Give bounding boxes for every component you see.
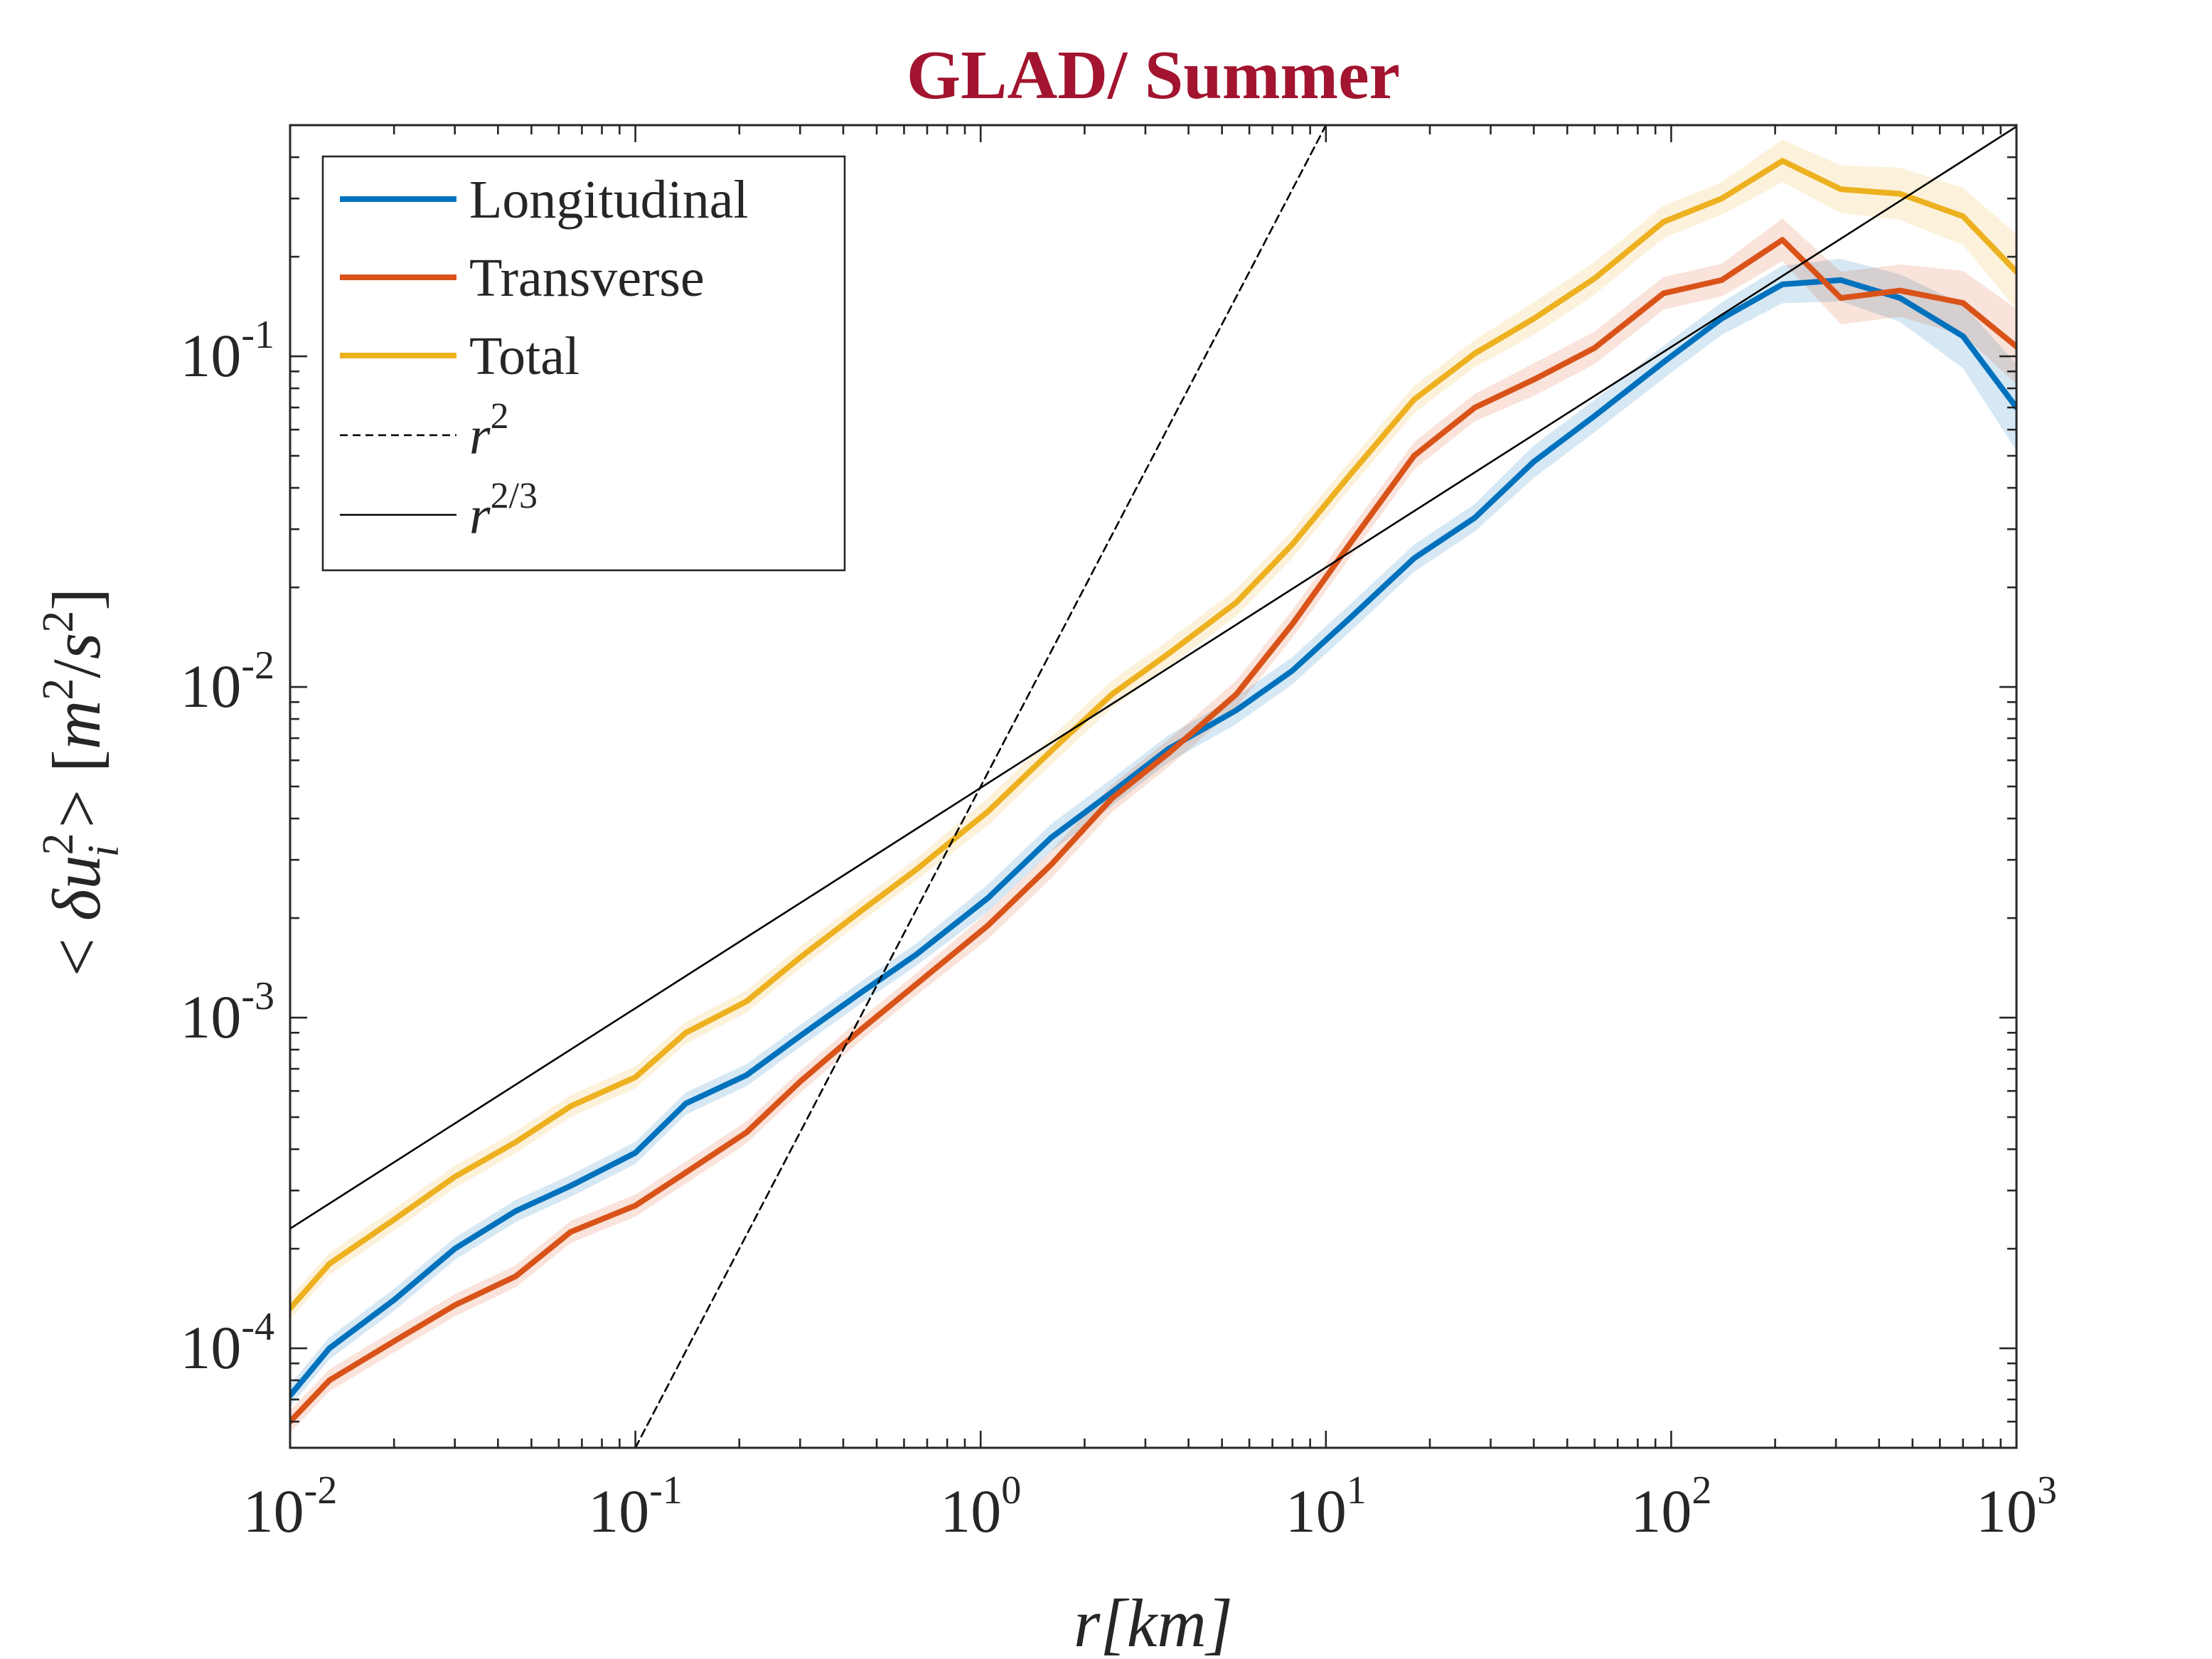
band-total (290, 139, 2016, 1320)
x-tick-label: 101 (1286, 1468, 1367, 1545)
legend-box (321, 155, 846, 572)
band-transverse (290, 218, 2016, 1433)
axes (289, 124, 2018, 1449)
y-tick-label: 10-4 (180, 1305, 274, 1382)
uncertainty-bands (290, 139, 2016, 1433)
series-line-longitudinal (290, 277, 2016, 1399)
x-tick-label: 10-2 (243, 1468, 338, 1545)
x-tick-label: 102 (1630, 1468, 1711, 1545)
legend: Longitudinal Transverse Total r2 r2/3 (321, 155, 846, 572)
y-tick-label: 10-2 (180, 644, 274, 720)
tick-labels: 10-2 10-1 100 101 102 103 10-4 10-3 10-2 10-1 (180, 313, 2057, 1545)
series-line-transverse (290, 237, 2016, 1425)
chart-title: GLAD/ Summer (907, 37, 1400, 114)
series-line-r-2 (634, 125, 1327, 1448)
legend-label: r2 (469, 396, 509, 466)
legend-label: Longitudinal (469, 170, 749, 230)
legend-label: Transverse (469, 248, 705, 308)
series-line-r-2-3 (290, 125, 2016, 1230)
series-line-total (290, 158, 2016, 1311)
y-tick-label: 10-3 (180, 974, 274, 1051)
y-axis-label: < δu2i > [m2/s2] (34, 588, 128, 976)
x-tick-label: 103 (1976, 1468, 2057, 1545)
y-tick-label: 10-1 (180, 313, 274, 390)
series-lines (290, 125, 2016, 1448)
legend-label: r2/3 (469, 476, 538, 545)
x-axis-label: r[km] (1074, 1585, 1233, 1659)
legend-label: Total (469, 326, 579, 386)
x-tick-label: 100 (940, 1468, 1021, 1545)
svg-text:< δu2i > [m2/s2]: < δu2i > [m2/s2] (34, 588, 128, 976)
x-tick-label: 10-1 (588, 1468, 683, 1545)
